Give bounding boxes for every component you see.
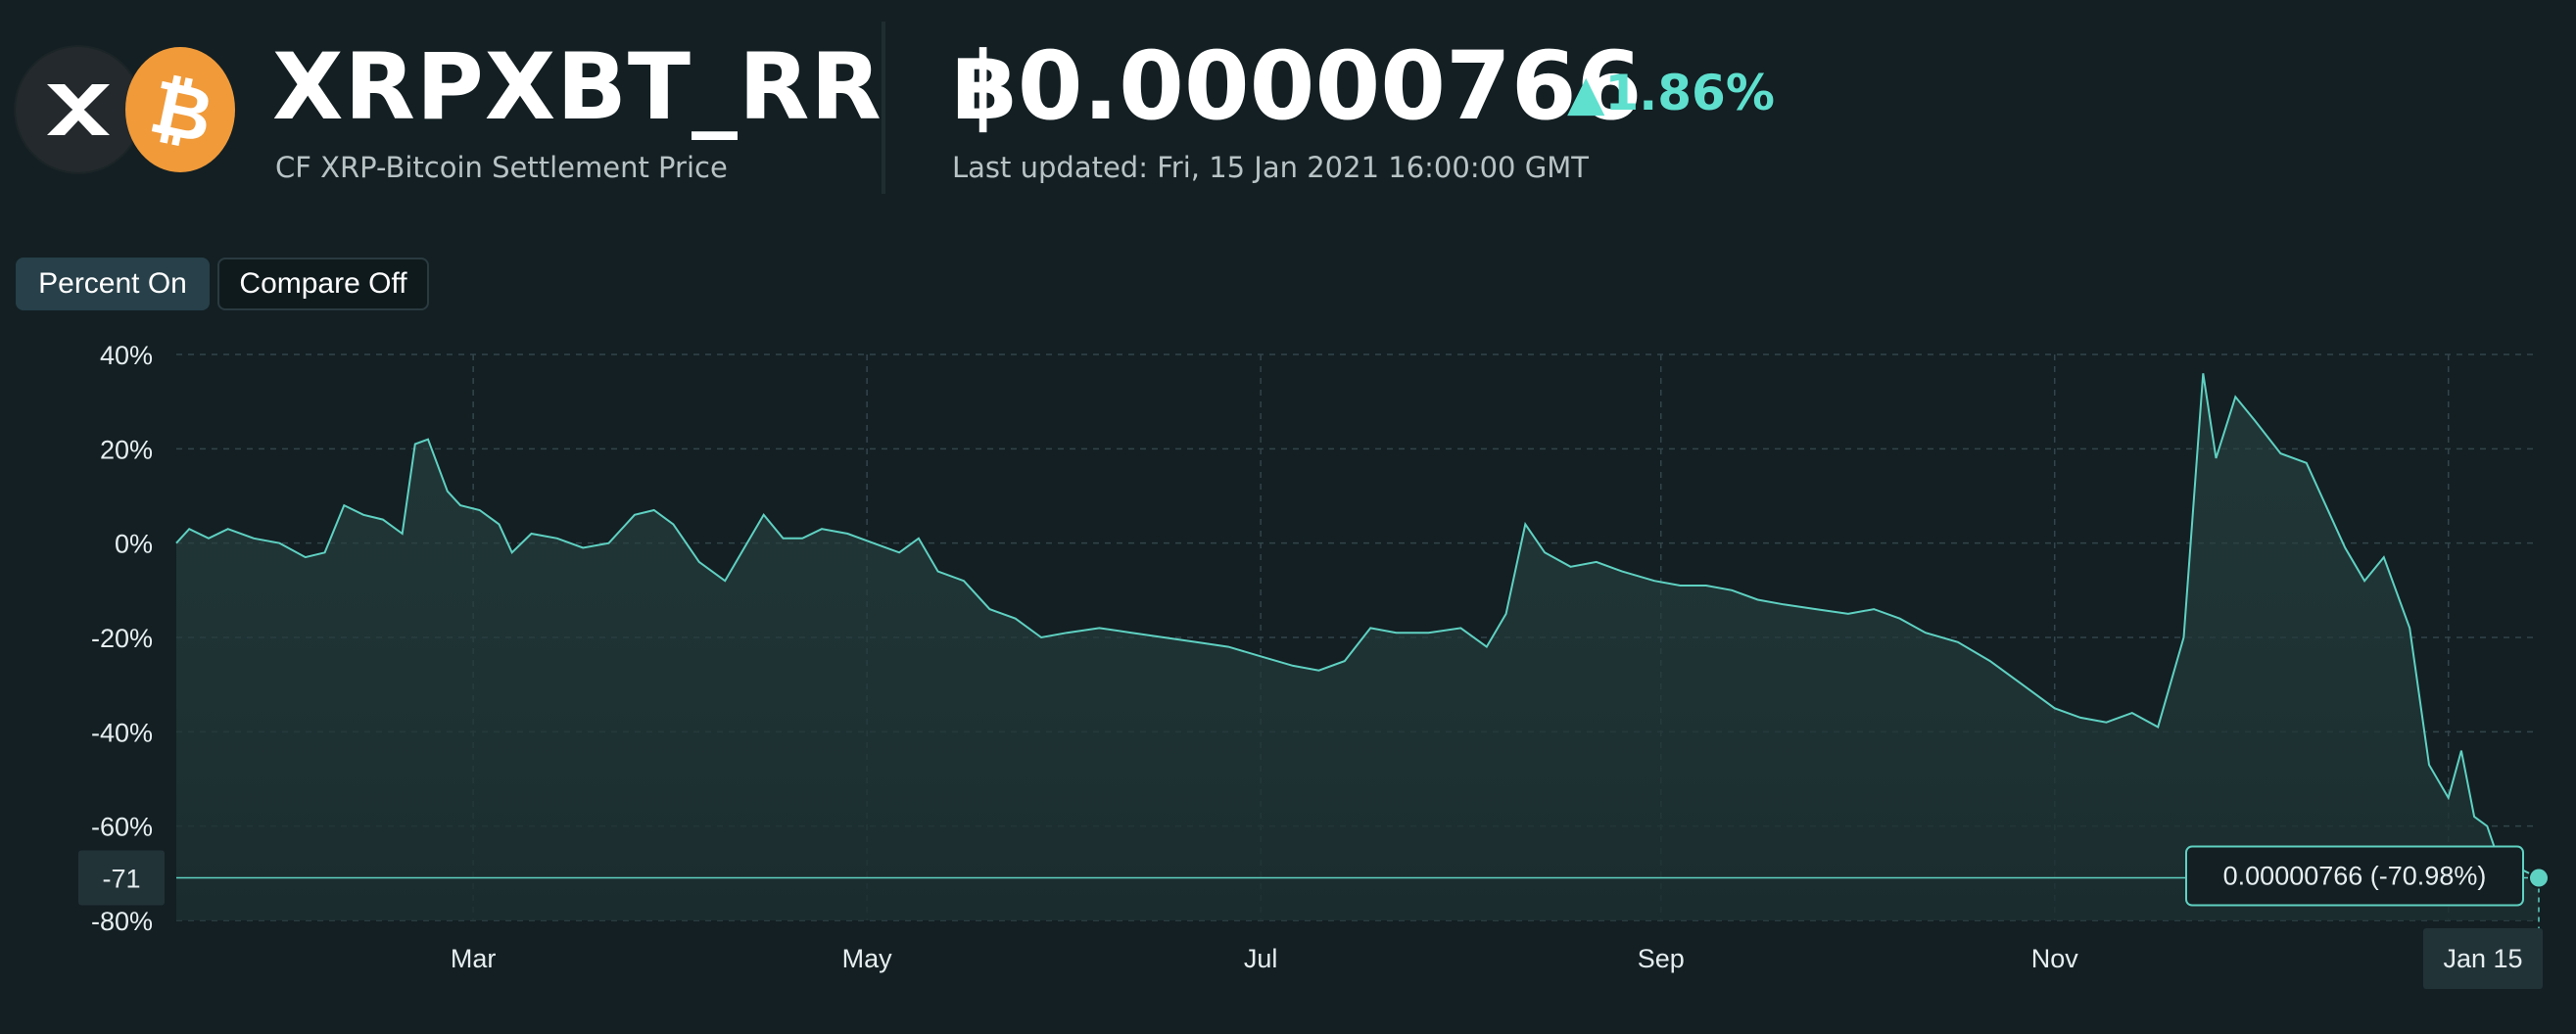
crosshair: -71 Jan 15 0.00000766 (-70.98%): [78, 845, 2550, 989]
bitcoin-logo-icon: ₿: [125, 47, 235, 172]
y-tick-label: 20%: [100, 435, 153, 464]
tooltip-box: [2185, 845, 2524, 907]
compare-toggle-button[interactable]: Compare Off: [217, 258, 429, 310]
y-tick-label: -20%: [91, 624, 153, 653]
y-axis: 40% 20% 0% -20% -40% -60% -80%: [91, 341, 153, 936]
price-change: ▲1.86%: [1567, 65, 1775, 121]
crosshair-y-label: -71: [102, 865, 140, 894]
percent-toggle-button[interactable]: Percent On: [16, 258, 210, 310]
series-area: [176, 373, 2539, 920]
y-tick-label: -60%: [91, 813, 153, 842]
crosshair-y-badge: [78, 850, 165, 906]
header: ₿ XRPXBT_RR CF XRP-Bitcoin Settlement Pr…: [0, 0, 2576, 245]
x-tick-label: Sep: [1638, 944, 1685, 973]
xrp-logo-icon: [16, 47, 141, 172]
y-tick-label: 0%: [115, 530, 153, 559]
y-tick-label: -80%: [91, 907, 153, 936]
crosshair-point: [2528, 867, 2550, 889]
price-chart[interactable]: 40% 20% 0% -20% -40% -60% -80% Mar May Jul Sep Nov…: [0, 323, 2576, 1028]
crosshair-x-label: Jan 15: [2443, 944, 2522, 973]
y-tick-label: 40%: [100, 341, 153, 370]
header-divider: [882, 22, 885, 194]
series-line: [175, 373, 2540, 879]
x-tick-label: Jul: [1244, 944, 1278, 973]
x-tick-label: Nov: [2031, 944, 2079, 973]
x-tick-label: May: [842, 944, 893, 973]
y-tick-label: -40%: [91, 718, 153, 747]
symbol-subtitle: CF XRP-Bitcoin Settlement Price: [275, 151, 728, 184]
last-updated: Last updated: Fri, 15 Jan 2021 16:00:00 …: [952, 151, 1589, 184]
x-tick-label: Mar: [451, 944, 497, 973]
current-price: ฿0.00000766: [952, 31, 1643, 141]
symbol-title: XRPXBT_RR: [272, 34, 883, 141]
x-axis: MarMayJulSepNovJan: [451, 944, 2470, 973]
crosshair-x-badge: [2423, 928, 2543, 989]
tooltip-label: 0.00000766 (-70.98%): [2223, 862, 2487, 891]
svg-text:₿: ₿: [143, 63, 220, 161]
